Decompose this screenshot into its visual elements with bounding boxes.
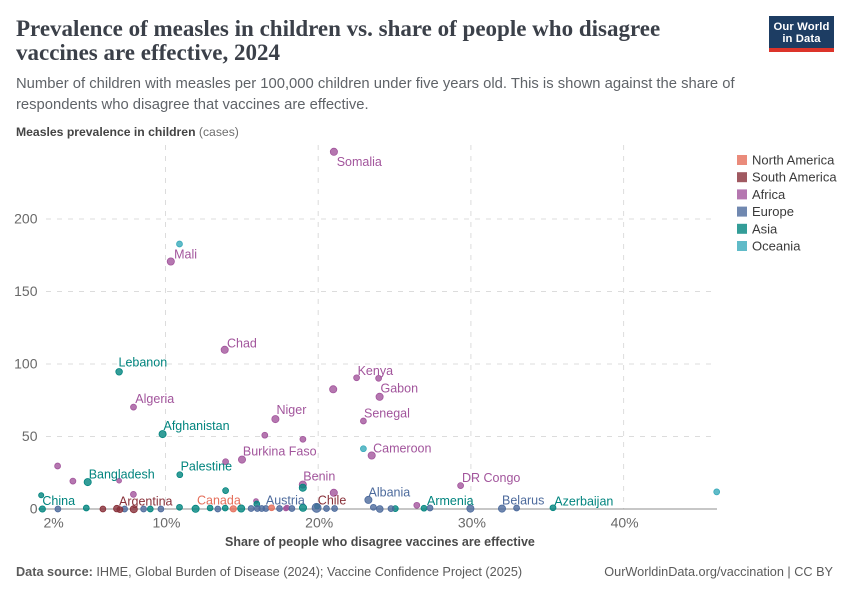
svg-text:Senegal: Senegal [364, 406, 410, 420]
svg-text:150: 150 [14, 283, 38, 299]
svg-text:North America: North America [752, 153, 835, 168]
svg-text:Europe: Europe [752, 204, 794, 219]
svg-text:40%: 40% [611, 515, 639, 531]
svg-text:China: China [42, 494, 75, 508]
svg-text:Azerbaijan: Azerbaijan [554, 494, 613, 508]
svg-text:10%: 10% [152, 515, 180, 531]
svg-text:Canada: Canada [197, 493, 241, 507]
svg-text:Asia: Asia [752, 221, 778, 236]
svg-text:Kenya: Kenya [358, 364, 393, 378]
svg-text:Africa: Africa [752, 187, 786, 202]
svg-text:20%: 20% [305, 515, 333, 531]
svg-text:Cameroon: Cameroon [373, 441, 431, 455]
svg-text:2%: 2% [44, 515, 64, 531]
svg-text:Chad: Chad [227, 336, 257, 350]
svg-text:Armenia: Armenia [427, 494, 474, 508]
svg-text:Argentina: Argentina [119, 494, 173, 508]
svg-text:200: 200 [14, 211, 38, 227]
svg-text:Burkina Faso: Burkina Faso [243, 445, 317, 459]
svg-text:Mali: Mali [174, 248, 197, 262]
svg-text:Belarus: Belarus [502, 493, 544, 507]
svg-text:100: 100 [14, 356, 38, 372]
svg-text:Benin: Benin [303, 470, 335, 484]
svg-text:Afghanistan: Afghanistan [164, 419, 230, 433]
svg-text:30%: 30% [458, 515, 486, 531]
svg-text:Gabon: Gabon [381, 382, 419, 396]
svg-text:Somalia: Somalia [337, 155, 382, 169]
svg-text:Lebanon: Lebanon [119, 355, 168, 369]
svg-text:Palestine: Palestine [181, 460, 232, 474]
svg-text:Bangladesh: Bangladesh [89, 467, 155, 481]
svg-text:South America: South America [752, 170, 837, 185]
svg-text:Oceania: Oceania [752, 239, 801, 254]
svg-text:50: 50 [22, 428, 38, 444]
svg-text:Niger: Niger [277, 403, 307, 417]
svg-text:Albania: Albania [369, 485, 411, 499]
svg-text:0: 0 [30, 501, 38, 517]
svg-text:Chile: Chile [318, 493, 347, 507]
svg-text:Austria: Austria [266, 494, 305, 508]
svg-text:Algeria: Algeria [135, 392, 174, 406]
svg-text:DR Congo: DR Congo [462, 471, 520, 485]
